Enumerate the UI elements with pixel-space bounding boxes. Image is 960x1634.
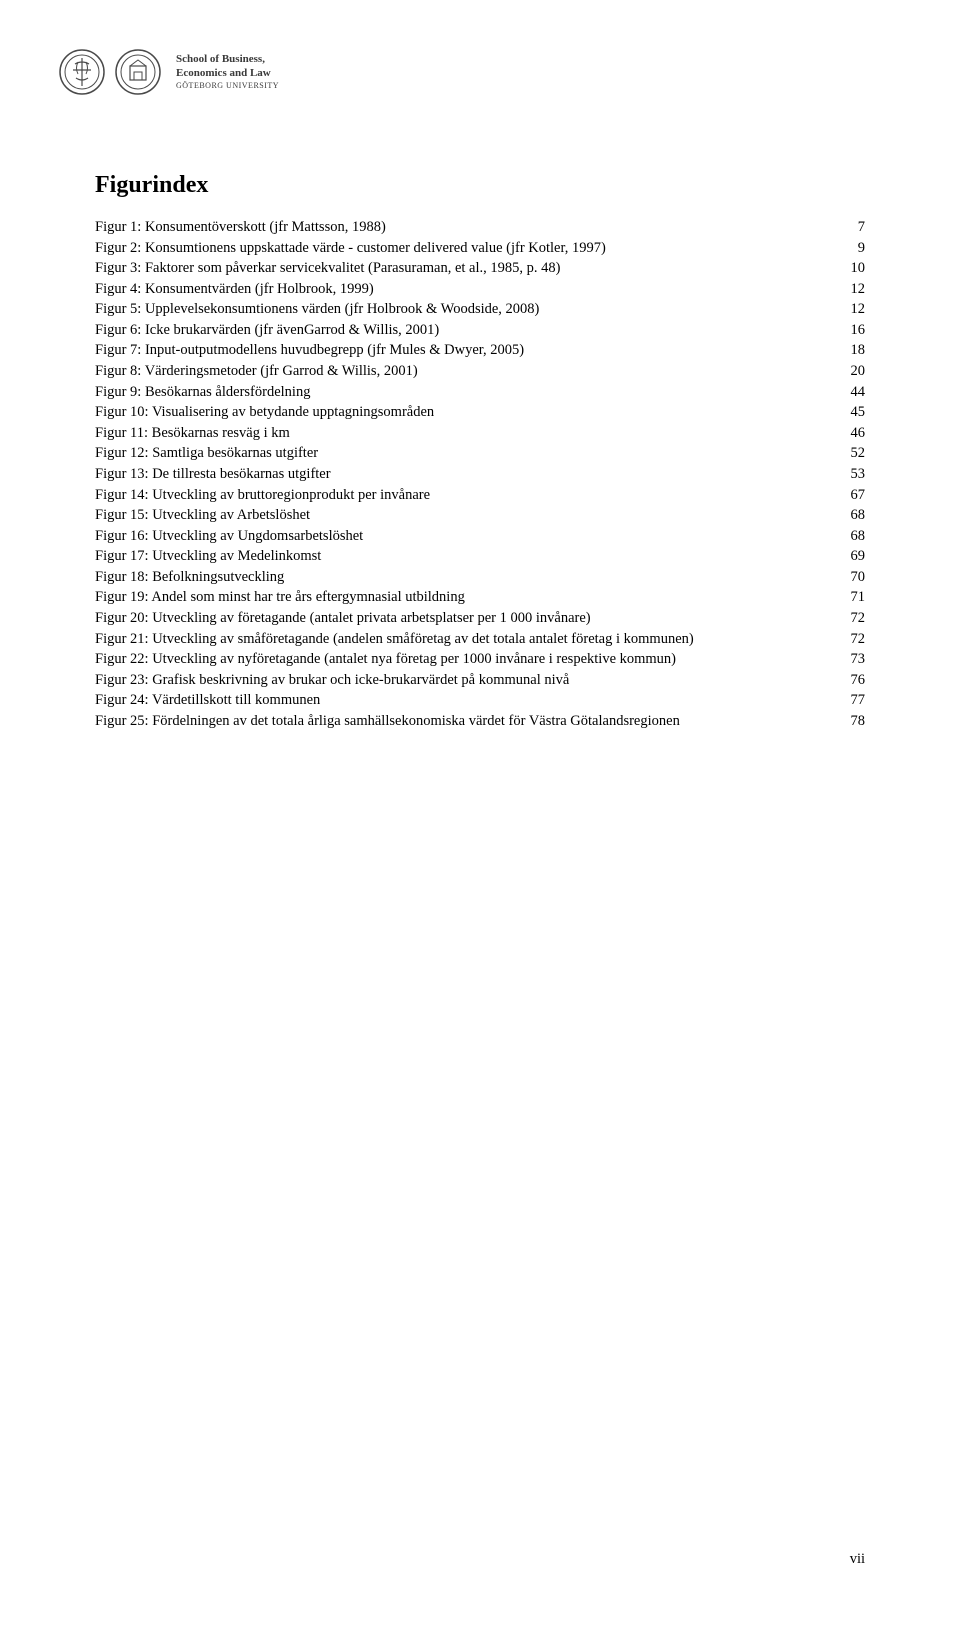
toc-entry-page: 52 [851, 443, 866, 464]
toc-entry-label: Figur 5: Upplevelsekonsumtionens värden … [95, 299, 539, 320]
toc-entry-page: 72 [851, 629, 866, 650]
school-line1: School of Business, [176, 53, 279, 67]
toc-entry-label: Figur 9: Besökarnas åldersfördelning [95, 382, 310, 403]
toc-entry-page: 53 [851, 464, 866, 485]
toc-entry-page: 70 [851, 567, 866, 588]
toc-entry-label: Figur 13: De tillresta besökarnas utgift… [95, 464, 331, 485]
toc-entry-page: 71 [851, 587, 866, 608]
toc-entry-page: 44 [851, 382, 866, 403]
toc-row: Figur 5: Upplevelsekonsumtionens värden … [95, 299, 865, 320]
page-header: School of Business, Economics and Law GÖ… [58, 48, 279, 96]
school-line3: GÖTEBORG UNIVERSITY [176, 81, 279, 91]
toc-entry-label: Figur 24: Värdetillskott till kommunen [95, 690, 320, 711]
toc-entry-label: Figur 1: Konsumentöverskott (jfr Mattsso… [95, 217, 386, 238]
toc-entry-label: Figur 18: Befolkningsutveckling [95, 567, 284, 588]
toc-row: Figur 18: Befolkningsutveckling 70 [95, 567, 865, 588]
toc-entry-label: Figur 14: Utveckling av bruttoregionprod… [95, 485, 430, 506]
toc-row: Figur 10: Visualisering av betydande upp… [95, 402, 865, 423]
toc-row: Figur 23: Grafisk beskrivning av brukar … [95, 670, 865, 691]
toc-entry-label: Figur 3: Faktorer som påverkar servicekv… [95, 258, 560, 279]
toc-entry-page: 69 [851, 546, 866, 567]
section-title: Figurindex [95, 172, 865, 199]
toc-row: Figur 6: Icke brukarvärden (jfr ävenGarr… [95, 320, 865, 341]
toc-entry-label: Figur 19: Andel som minst har tre års ef… [95, 587, 465, 608]
toc-row: Figur 17: Utveckling av Medelinkomst 69 [95, 546, 865, 567]
toc-row: Figur 3: Faktorer som påverkar servicekv… [95, 258, 865, 279]
toc-entry-label: Figur 20: Utveckling av företagande (ant… [95, 608, 591, 629]
toc-row: Figur 9: Besökarnas åldersfördelning 44 [95, 382, 865, 403]
toc-entry-page: 18 [851, 340, 866, 361]
university-seal-right [114, 48, 162, 96]
toc-entry-page: 20 [851, 361, 866, 382]
toc-row: Figur 19: Andel som minst har tre års ef… [95, 587, 865, 608]
toc-entry-page: 16 [851, 320, 866, 341]
toc-row: Figur 20: Utveckling av företagande (ant… [95, 608, 865, 629]
university-seal-left [58, 48, 106, 96]
toc-row: Figur 4: Konsumentvärden (jfr Holbrook, … [95, 279, 865, 300]
toc-entry-page: 78 [851, 711, 866, 732]
toc-entry-page: 45 [851, 402, 866, 423]
toc-entry-label: Figur 22: Utveckling av nyföretagande (a… [95, 649, 676, 670]
school-line2: Economics and Law [176, 67, 279, 81]
toc-entry-label: Figur 8: Värderingsmetoder (jfr Garrod &… [95, 361, 418, 382]
toc-row: Figur 25: Fördelningen av det totala årl… [95, 711, 865, 732]
toc-entry-label: Figur 4: Konsumentvärden (jfr Holbrook, … [95, 279, 374, 300]
toc-entry-page: 46 [851, 423, 866, 444]
toc-entry-label: Figur 11: Besökarnas resväg i km [95, 423, 290, 444]
toc-entry-page: 7 [858, 217, 865, 238]
toc-entry-label: Figur 12: Samtliga besökarnas utgifter [95, 443, 318, 464]
toc-row: Figur 22: Utveckling av nyföretagande (a… [95, 649, 865, 670]
toc-entry-label: Figur 15: Utveckling av Arbetslöshet [95, 505, 310, 526]
toc-row: Figur 21: Utveckling av småföretagande (… [95, 629, 865, 650]
page-number: vii [850, 1551, 865, 1568]
toc-entry-page: 76 [851, 670, 866, 691]
toc-row: Figur 16: Utveckling av Ungdomsarbetslös… [95, 526, 865, 547]
toc-entry-page: 10 [851, 258, 866, 279]
toc-entry-label: Figur 25: Fördelningen av det totala årl… [95, 711, 680, 732]
content-area: Figurindex Figur 1: Konsumentöverskott (… [95, 172, 865, 731]
toc-entry-label: Figur 21: Utveckling av småföretagande (… [95, 629, 694, 650]
toc-entry-label: Figur 16: Utveckling av Ungdomsarbetslös… [95, 526, 363, 547]
toc-entry-label: Figur 6: Icke brukarvärden (jfr ävenGarr… [95, 320, 439, 341]
toc-entry-page: 73 [851, 649, 866, 670]
toc-row: Figur 1: Konsumentöverskott (jfr Mattsso… [95, 217, 865, 238]
toc-row: Figur 11: Besökarnas resväg i km 46 [95, 423, 865, 444]
toc-entry-label: Figur 7: Input-outputmodellens huvudbegr… [95, 340, 524, 361]
toc-row: Figur 13: De tillresta besökarnas utgift… [95, 464, 865, 485]
toc-entry-page: 72 [851, 608, 866, 629]
toc-entry-label: Figur 2: Konsumtionens uppskattade värde… [95, 238, 606, 259]
toc-entry-label: Figur 17: Utveckling av Medelinkomst [95, 546, 321, 567]
toc-row: Figur 14: Utveckling av bruttoregionprod… [95, 485, 865, 506]
toc-entry-page: 68 [851, 526, 866, 547]
toc-row: Figur 12: Samtliga besökarnas utgifter 52 [95, 443, 865, 464]
toc-entry-page: 12 [851, 299, 866, 320]
toc-entry-page: 12 [851, 279, 866, 300]
table-of-figures: Figur 1: Konsumentöverskott (jfr Mattsso… [95, 217, 865, 731]
toc-entry-page: 77 [851, 690, 866, 711]
toc-row: Figur 7: Input-outputmodellens huvudbegr… [95, 340, 865, 361]
toc-entry-label: Figur 23: Grafisk beskrivning av brukar … [95, 670, 569, 691]
school-name-block: School of Business, Economics and Law GÖ… [176, 53, 279, 91]
toc-entry-page: 9 [858, 238, 865, 259]
toc-entry-label: Figur 10: Visualisering av betydande upp… [95, 402, 434, 423]
toc-row: Figur 8: Värderingsmetoder (jfr Garrod &… [95, 361, 865, 382]
toc-row: Figur 15: Utveckling av Arbetslöshet 68 [95, 505, 865, 526]
toc-row: Figur 24: Värdetillskott till kommunen 77 [95, 690, 865, 711]
toc-entry-page: 68 [851, 505, 866, 526]
toc-entry-page: 67 [851, 485, 866, 506]
toc-row: Figur 2: Konsumtionens uppskattade värde… [95, 238, 865, 259]
